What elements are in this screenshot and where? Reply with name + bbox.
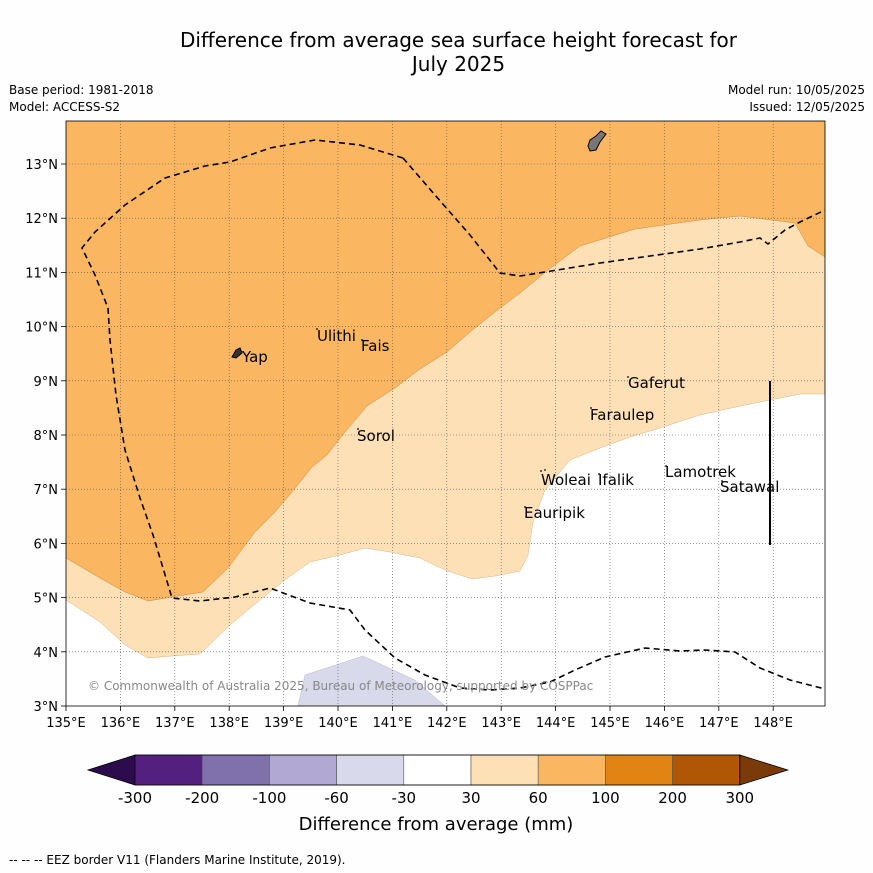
lon-tick-label: 135°E: [46, 716, 86, 731]
model-name: Model: ACCESS-S2: [9, 100, 121, 114]
colorbar-tick-label: 100: [591, 789, 620, 807]
lon-tick-label: 139°E: [264, 716, 304, 731]
lon-tick-label: 148°E: [753, 716, 793, 731]
yap-island: [231, 347, 243, 359]
colorbar-swatch: [672, 754, 741, 786]
map-title: Difference from average sea surface heig…: [0, 28, 873, 76]
lat-tick-label: 8°N: [34, 429, 59, 444]
colorbar-tick-label: -30: [392, 789, 417, 807]
colorbar-swatch: [134, 754, 203, 786]
lon-tick-label: 145°E: [590, 716, 630, 731]
label-sorol: Sorol: [357, 427, 395, 445]
lon-tick-label: 143°E: [481, 716, 521, 731]
colorbar-tick-label: 300: [725, 789, 754, 807]
label-eauripik: Eauripik: [524, 504, 585, 522]
lon-tick-label: 141°E: [373, 716, 413, 731]
colorbar-swatch: [269, 754, 337, 786]
colorbar-frame: [134, 754, 741, 786]
colorbar-swatch: [336, 754, 405, 786]
band-neg-patch: [297, 655, 446, 706]
colorbar-tick-label: -300: [118, 789, 152, 807]
colorbar-tick-label: 30: [461, 789, 480, 807]
colorbar-tick-label: -200: [185, 789, 219, 807]
lat-tick-label: 9°N: [34, 375, 59, 390]
band-60-100: [66, 121, 825, 602]
lat-tick-label: 4°N: [34, 646, 59, 661]
model-run: Model run: 10/05/2025: [727, 83, 865, 97]
latitude-axis: 3°N 4°N 5°N 6°N 7°N 8°N 9°N 10°N 11°N 12°N 13°N: [25, 158, 66, 715]
guam-island: [587, 130, 607, 152]
colorbar-swatch: [537, 754, 606, 786]
lat-tick-label: 5°N: [34, 592, 59, 607]
lon-tick-label: 146°E: [645, 716, 685, 731]
colorbar-tick-label: -60: [324, 789, 349, 807]
lon-tick-label: 140°E: [318, 716, 358, 731]
issued-date: Issued: 12/05/2025: [749, 100, 865, 114]
base-period: Base period: 1981-2018: [9, 83, 154, 97]
colorbar-under-arrow: [86, 754, 136, 786]
colorbar-tick-label: 60: [529, 789, 548, 807]
label-woleai: Woleai: [541, 471, 591, 489]
lat-tick-label: 13°N: [25, 158, 58, 173]
lat-tick-label: 12°N: [25, 212, 58, 227]
colorbar-over-arrow: [739, 754, 790, 786]
lon-tick-label: 144°E: [536, 716, 576, 731]
label-lamotrek: Lamotrek: [665, 463, 736, 481]
grid-lines: [66, 121, 825, 706]
title-line-2: July 2025: [411, 52, 506, 76]
label-ifalik: Ifalik: [598, 471, 634, 489]
colorbar-tick-label: -100: [252, 789, 286, 807]
colorbar-swatch: [403, 754, 472, 786]
lat-tick-label: 11°N: [25, 266, 58, 281]
lon-tick-label: 142°E: [427, 716, 467, 731]
lon-tick-label: 147°E: [699, 716, 739, 731]
label-ulithi: Ulithi: [317, 327, 356, 345]
eez-border-yap: [81, 139, 825, 691]
title-line-1: Difference from average sea surface heig…: [179, 28, 738, 52]
lon-tick-label: 138°E: [209, 716, 249, 731]
map-area: © Commonwealth of Australia 2025, Bureau…: [66, 121, 825, 706]
map-frame: [65, 120, 826, 707]
lon-tick-label: 136°E: [101, 716, 141, 731]
label-satawal: Satawal: [720, 478, 779, 496]
colorbar-swatch: [605, 754, 673, 786]
meta-left: Base period: 1981-2018 Model: ACCESS-S2: [9, 82, 154, 116]
label-faraulep: Faraulep: [590, 406, 654, 424]
label-yap: Yap: [241, 348, 268, 366]
colorbar-tick-label: 200: [658, 789, 687, 807]
eez-legend-note: -- -- -- EEZ border V11 (Flanders Marine…: [9, 853, 346, 867]
copyright-note: © Commonwealth of Australia 2025, Bureau…: [88, 679, 593, 693]
lat-tick-label: 6°N: [34, 537, 59, 552]
label-fais: Fais: [361, 337, 390, 355]
colorbar-swatch: [470, 754, 539, 786]
colorbar: -300 -200 -100 -60 -30 30 60 100 200 300: [86, 754, 790, 807]
lat-tick-label: 10°N: [25, 321, 58, 336]
longitude-axis: 135°E 136°E 137°E 138°E 139°E 140°E 141°E 142°E…: [46, 706, 793, 731]
eez-border-north: [402, 157, 825, 277]
label-gaferut: Gaferut: [628, 374, 685, 392]
colorbar-title: Difference from average (mm): [299, 814, 574, 835]
colorbar-swatch: [201, 754, 270, 786]
meta-right: Model run: 10/05/2025 Issued: 12/05/2025: [728, 82, 865, 116]
atoll-markers: [316, 328, 723, 508]
lon-tick-label: 137°E: [155, 716, 195, 731]
lat-tick-label: 7°N: [34, 483, 59, 498]
lat-tick-label: 3°N: [34, 700, 59, 715]
